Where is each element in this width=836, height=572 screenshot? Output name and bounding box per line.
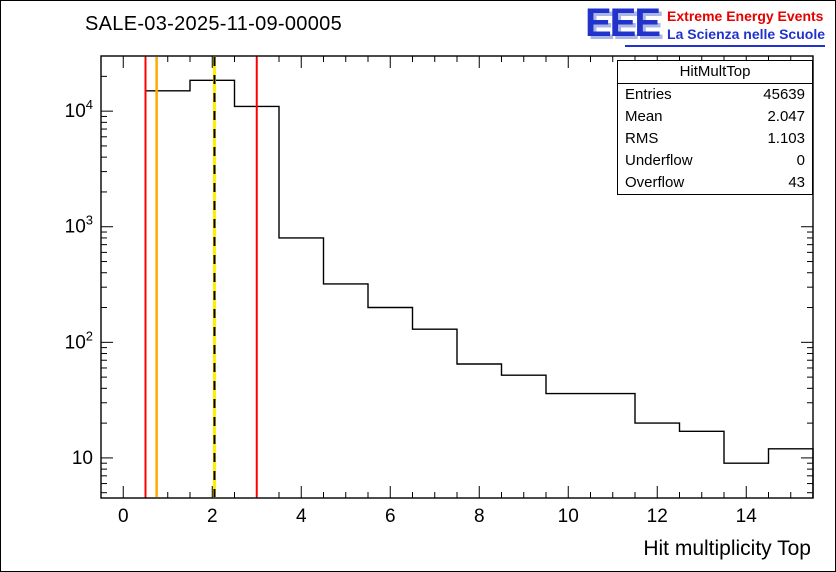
y-tick-label: 104 (65, 97, 93, 122)
x-tick-label: 0 (118, 506, 129, 527)
histogram-line (144, 79, 814, 498)
x-tick-label: 2 (207, 506, 218, 527)
x-axis-label: Hit multiplicity Top (643, 537, 811, 560)
y-tick-label: 10 (72, 448, 93, 469)
stats-row: Entries 45639 (618, 84, 812, 106)
stats-box: HitMultTop Entries 45639 Mean 2.047 RMS 1.103… (617, 60, 813, 195)
stats-row-label: RMS (625, 130, 659, 147)
eee-logo-line2: La Scienza nelle Scuole (667, 26, 825, 42)
stats-row-label: Overflow (625, 174, 685, 191)
stats-row-label: Entries (625, 86, 672, 103)
eee-logo-line1: Extreme Energy Events (667, 8, 824, 24)
x-tick-label: 8 (474, 506, 485, 527)
stats-row: Overflow 43 (618, 172, 812, 194)
x-tick-label: 4 (296, 506, 307, 527)
plot-title: SALE-03-2025-11-09-00005 (85, 13, 343, 35)
stats-row-label: Mean (625, 108, 663, 125)
x-tick-label: 6 (385, 506, 396, 527)
y-tick-label: 103 (65, 213, 93, 238)
stats-box-title: HitMultTop (618, 61, 812, 84)
stats-row: Mean 2.047 (618, 106, 812, 128)
eee-logo: EEE Extreme Energy Events La Scienza nel… (585, 1, 825, 45)
stats-row-value: 0 (796, 152, 805, 169)
stats-row: Underflow 0 (618, 150, 812, 172)
stats-row: RMS 1.103 (618, 128, 812, 150)
stats-row-value: 1.103 (767, 130, 805, 147)
stats-row-value: 45639 (763, 86, 805, 103)
stats-row-value: 2.047 (767, 108, 805, 125)
eee-logo-underline (625, 45, 825, 47)
eee-logo-lines: Extreme Energy Events La Scienza nelle S… (667, 5, 825, 43)
stats-row-label: Underflow (625, 152, 693, 169)
x-tick-label: 10 (558, 506, 579, 527)
x-tick-label: 14 (736, 506, 758, 527)
x-tick-label: 12 (647, 506, 668, 527)
stats-row-value: 43 (788, 174, 805, 191)
eee-logo-text: EEE (585, 1, 661, 45)
y-tick-label: 102 (65, 328, 93, 353)
stats-rows: Entries 45639 Mean 2.047 RMS 1.103 Underflow 0 O… (618, 84, 812, 194)
